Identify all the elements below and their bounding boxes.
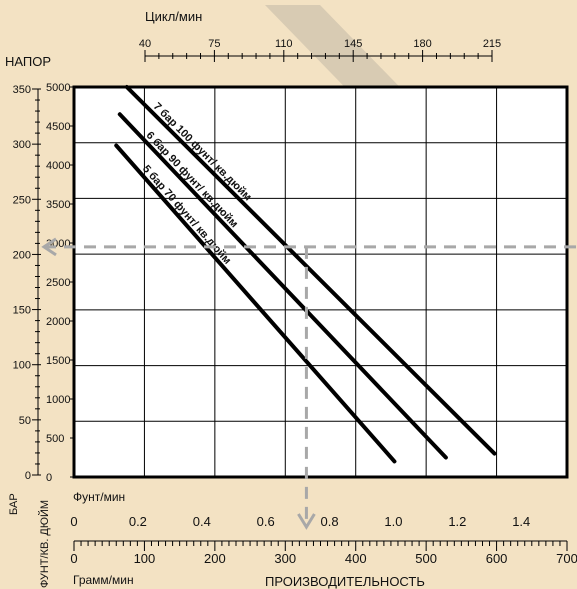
- lbmin-tick-label: 0.2: [129, 514, 147, 529]
- bar-axis-tick-label: 200: [13, 249, 31, 261]
- gmin-tick-label: 300: [274, 551, 296, 566]
- bar-axis-label: БАР: [8, 493, 20, 515]
- bar-axis-tick-label: 50: [19, 415, 31, 427]
- bar-axis-tick-label: 350: [13, 84, 31, 96]
- psi-axis-tick-label: 5000: [46, 82, 70, 94]
- lbmin-tick-label: 1.2: [448, 514, 466, 529]
- gmin-tick-label: 500: [415, 551, 437, 566]
- lbmin-tick-label: 0.6: [257, 514, 275, 529]
- top-axis-tick-label: 215: [483, 38, 501, 50]
- lbmin-tick-label: 0.4: [193, 514, 211, 529]
- lbmin-tick-label: 0: [70, 514, 77, 529]
- gmin-tick-label: 100: [134, 551, 156, 566]
- bar-axis-tick-label: 0: [25, 470, 31, 482]
- psi-axis-tick-label: 2500: [46, 277, 70, 289]
- series-line: [114, 143, 397, 464]
- reference-arrow-down: [297, 513, 316, 530]
- psi-axis-tick-label: 500: [46, 433, 64, 445]
- gmin-tick-label: 400: [345, 551, 367, 566]
- series-line: [124, 85, 497, 456]
- gmin-tick-label: 600: [486, 551, 508, 566]
- bottom-upper-axis-label: Фунт/мин: [73, 490, 125, 504]
- psi-axis-tick-label: 4500: [46, 121, 70, 133]
- lbmin-tick-label: 0.8: [321, 514, 339, 529]
- psi-axis-label: ФУНТ/КВ. ДЮЙМ: [38, 500, 51, 588]
- psi-axis-tick-label: 3500: [46, 199, 70, 211]
- gmin-tick-label: 0: [70, 551, 77, 566]
- top-axis-tick-label: 145: [344, 38, 362, 50]
- psi-axis-tick-label: 4000: [46, 160, 70, 172]
- top-axis-tick-label: 75: [208, 38, 220, 50]
- left-axis-title: НАПОР: [5, 54, 51, 69]
- psi-axis-tick-label: 2000: [46, 316, 70, 328]
- lbmin-tick-label: 1.0: [384, 514, 402, 529]
- x-axis-title: ПРОИЗВОДИТЕЛЬНОСТЬ: [265, 574, 425, 589]
- psi-axis-tick-label: 1500: [46, 355, 70, 367]
- psi-axis-tick-label: 0: [46, 472, 52, 484]
- top-axis-tick-label: 40: [139, 38, 151, 50]
- series-line: [117, 112, 448, 460]
- bar-axis-tick-label: 100: [13, 360, 31, 372]
- bar-axis-tick-label: 250: [13, 194, 31, 206]
- top-axis-tick-label: 180: [413, 38, 431, 50]
- plot-area: 40 75 110 145 180 215050100150200250300350050…: [13, 38, 577, 566]
- top-axis-label: Цикл/мин: [145, 9, 202, 24]
- bar-axis-tick-label: 150: [13, 305, 31, 317]
- psi-axis-tick-label: 1000: [46, 394, 70, 406]
- bar-axis-tick-label: 300: [13, 139, 31, 151]
- bottom-lower-axis-label: Грамм/мин: [73, 573, 134, 587]
- lbmin-tick-label: 1.4: [512, 514, 530, 529]
- gmin-tick-label: 700: [556, 551, 577, 566]
- top-axis-tick-label: 110: [275, 38, 293, 50]
- gmin-tick-label: 200: [204, 551, 226, 566]
- reference-arrow-left: [41, 237, 57, 257]
